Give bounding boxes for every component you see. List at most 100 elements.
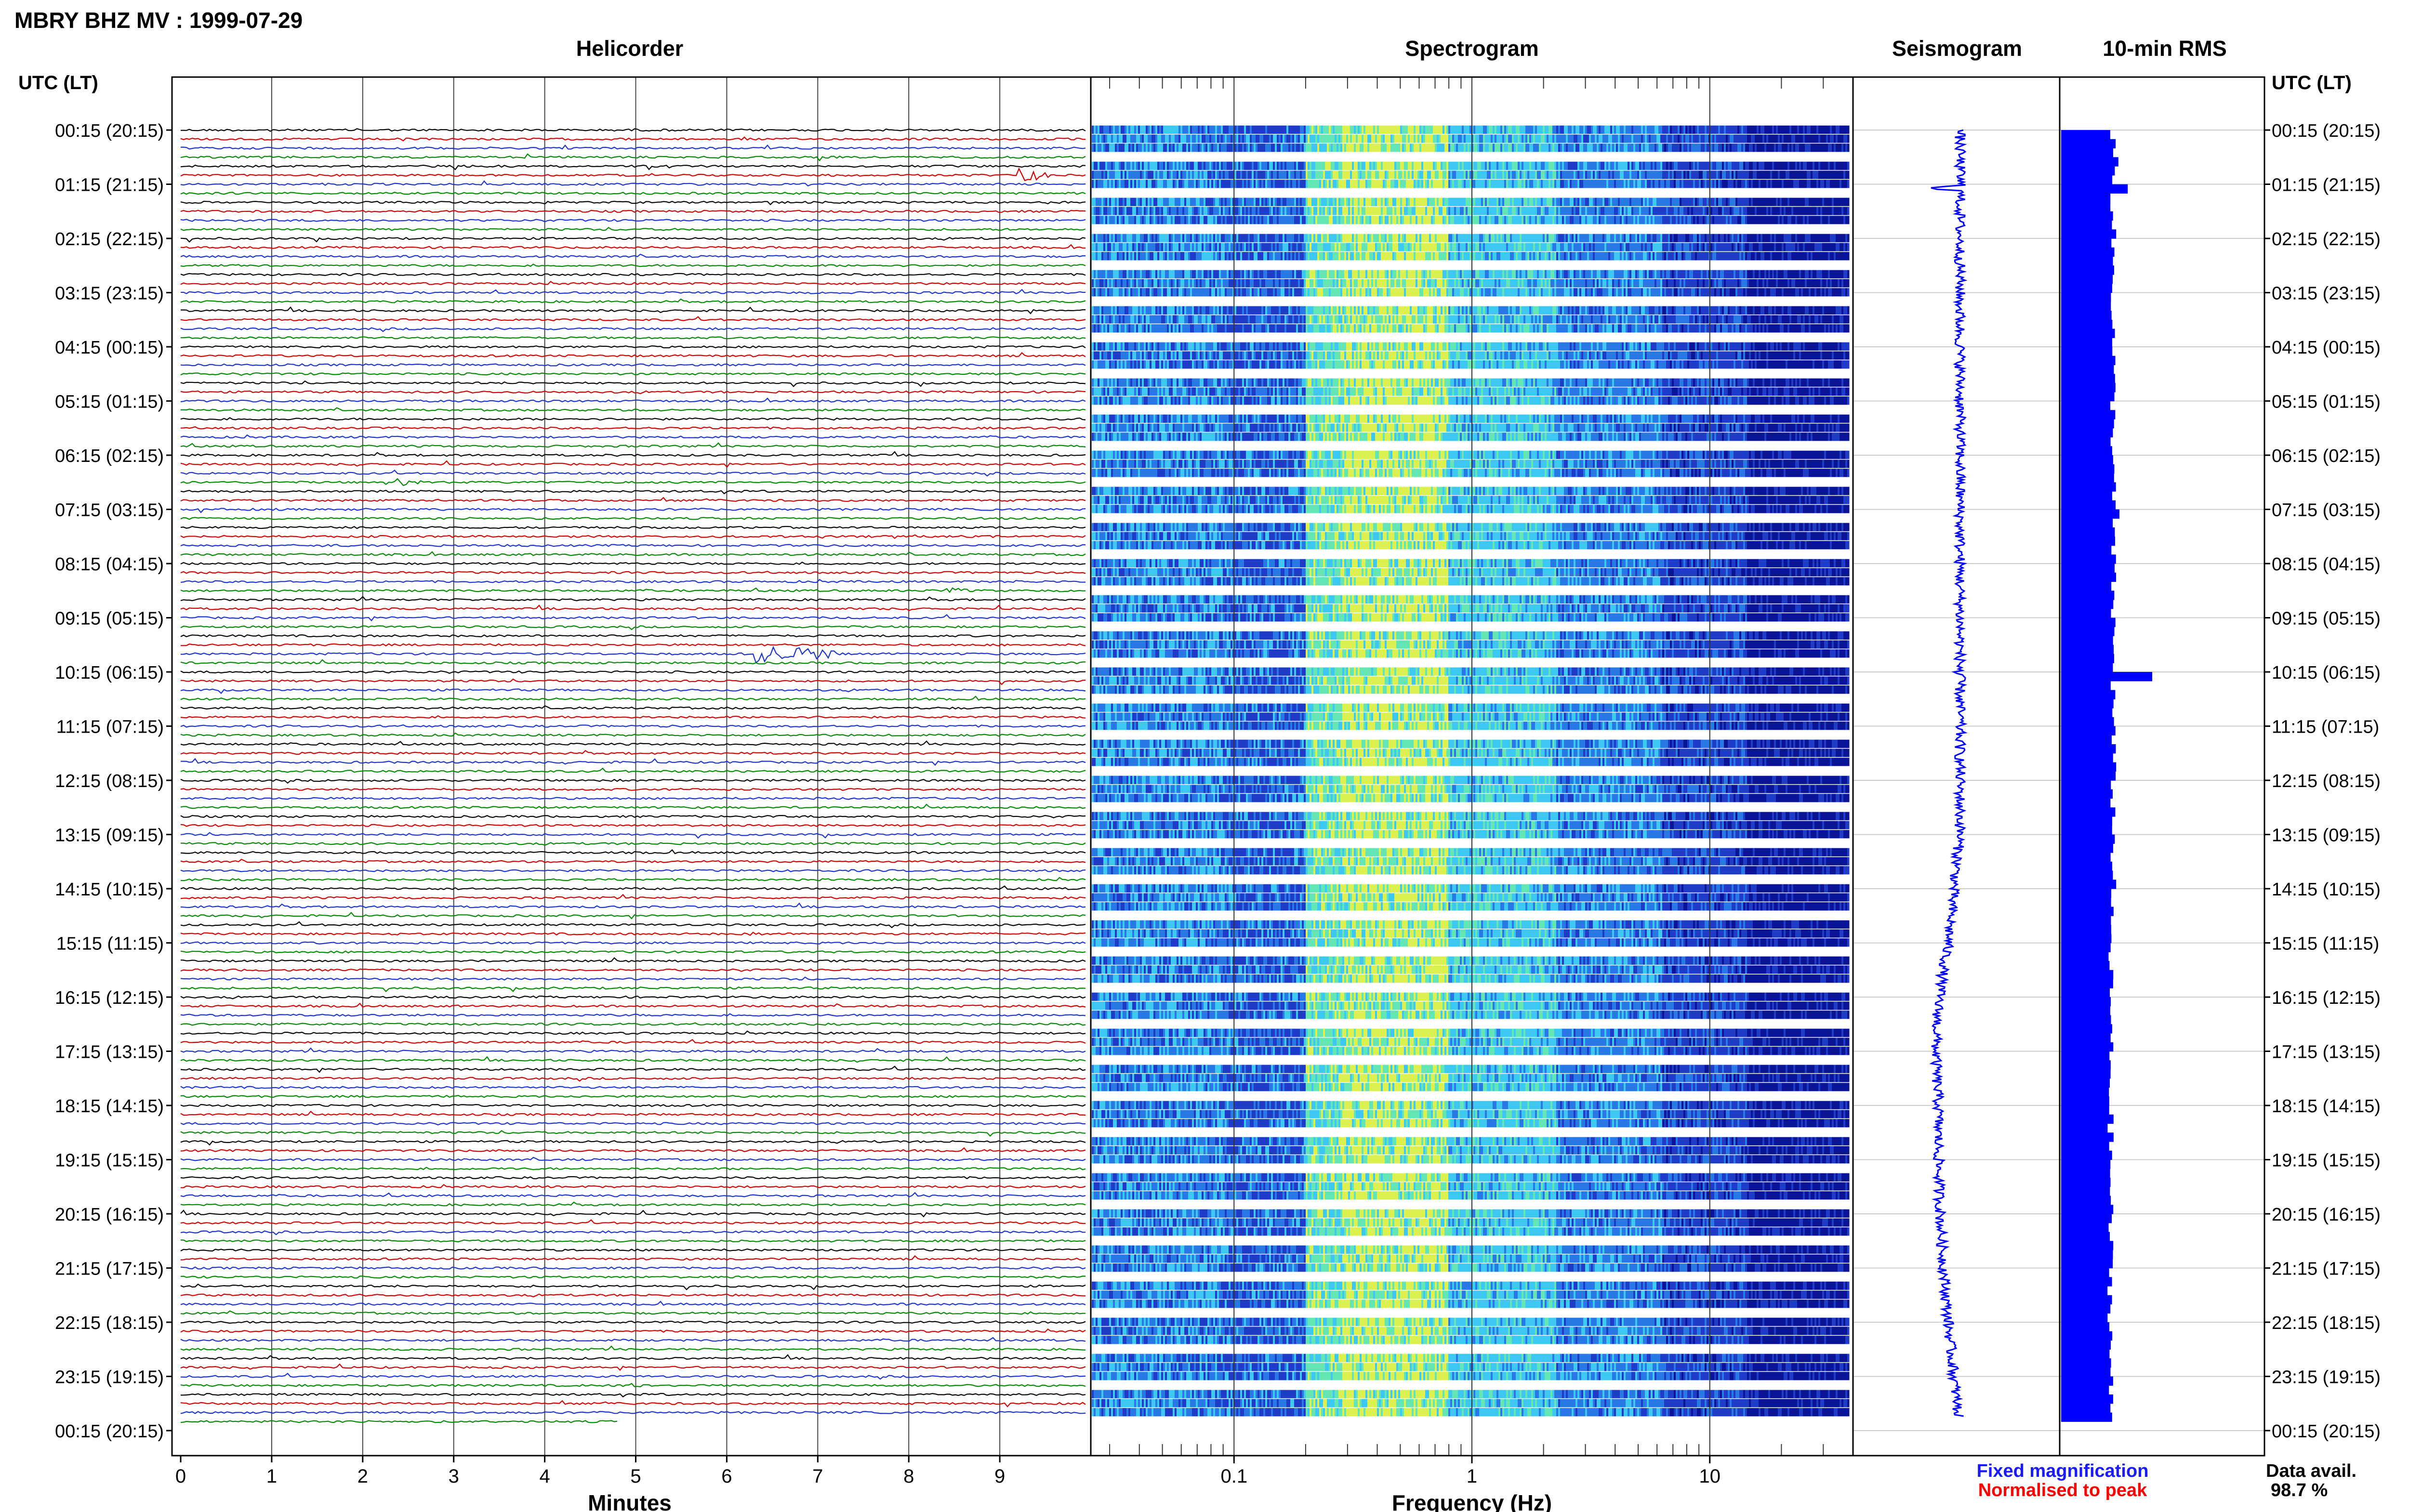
spectrogram-cell (1344, 234, 1347, 242)
spectrogram-cell (1292, 207, 1295, 215)
spectrogram-cell (1564, 171, 1566, 179)
helicorder-trace (181, 588, 1085, 592)
spectrogram-cell (1745, 207, 1747, 215)
spectrogram-cell (1256, 207, 1258, 215)
spectrogram-cell (1541, 171, 1543, 179)
spectrogram-cell (1556, 134, 1559, 143)
spectrogram-cell (1155, 144, 1158, 152)
spectrogram-cell (1367, 234, 1370, 242)
spectrogram-cell (1801, 134, 1803, 143)
spectrogram-cell (1656, 162, 1659, 170)
spectrogram-cell (1362, 216, 1364, 224)
spectrogram-cell (1204, 180, 1206, 188)
spectrogram-cell (1830, 207, 1832, 215)
spectrogram-cell (1653, 234, 1655, 242)
spectrogram-cell (1703, 198, 1705, 206)
spectrogram-cell (1662, 144, 1665, 152)
spectrogram-cell (1726, 234, 1728, 242)
spectrogram-cell (1236, 162, 1239, 170)
spectrogram-cell (1121, 162, 1123, 170)
spectrogram-cell (1221, 144, 1223, 152)
spectrogram-cell (1310, 198, 1312, 206)
spectrogram-cell (1223, 162, 1225, 170)
spectrogram-cell (1701, 134, 1703, 143)
spectrogram-cell (1574, 216, 1576, 224)
spectrogram-cell (1795, 171, 1798, 179)
spectrogram-cell (1645, 126, 1647, 134)
spectrogram-cell (1572, 162, 1574, 170)
spectrogram-cell (1209, 234, 1212, 242)
spectrogram-cell (1574, 180, 1576, 188)
spectrogram-cell (1325, 126, 1327, 134)
spectrogram-cell (1248, 171, 1250, 179)
spectrogram-cell (1635, 234, 1638, 242)
spectrogram-cell (1443, 171, 1445, 179)
spectrogram-cell (1126, 198, 1129, 206)
spectrogram-cell (1153, 162, 1156, 170)
helicorder-trace (181, 626, 1085, 630)
spectrogram-cell (1367, 198, 1370, 206)
spectrogram-cell (1784, 198, 1786, 206)
spectrogram-cell (1610, 216, 1613, 224)
spectrogram-cell (1142, 126, 1144, 134)
spectrogram-cell (1319, 126, 1322, 134)
spectrogram-cell (1489, 162, 1491, 170)
spectrogram-cell (1741, 162, 1744, 170)
spectrogram-cell (1741, 144, 1744, 152)
spectrogram-cell (1400, 207, 1403, 215)
spectrogram-cell (1670, 198, 1672, 206)
spectrogram-cell (1466, 126, 1468, 134)
spectrogram-cell (1165, 162, 1167, 170)
spectrogram-cell (1737, 134, 1740, 143)
spectrogram-cell (1575, 162, 1578, 170)
spectrogram-cell (1475, 144, 1478, 152)
spectrogram-cell (1710, 144, 1713, 152)
helicorder-trace (181, 1023, 1085, 1026)
spectrogram-cell (1171, 216, 1173, 224)
spectrogram-cell (1487, 180, 1489, 188)
spectrogram-cell (1304, 126, 1306, 134)
spectrogram-cell (1653, 216, 1655, 224)
spectrogram-cell (1529, 144, 1532, 152)
spectrogram-cell (1554, 180, 1557, 188)
spectrogram-cell (1803, 144, 1805, 152)
spectrogram-cell (1433, 234, 1435, 242)
spectrogram-cell (1390, 126, 1393, 134)
spectrogram-cell (1344, 134, 1347, 143)
spectrogram-cell (1406, 234, 1408, 242)
spectrogram-cell (1527, 162, 1530, 170)
spectrogram-cell (1766, 144, 1769, 152)
spectrogram-cell (1188, 180, 1191, 188)
spectrogram-cell (1163, 216, 1165, 224)
spectrogram-cell (1350, 144, 1352, 152)
spectrogram-cell (1333, 171, 1335, 179)
spectrogram-cell (1637, 234, 1640, 242)
spectrogram-cell (1234, 216, 1237, 224)
spectrogram-cell (1655, 144, 1657, 152)
spectrogram-cell (1369, 134, 1372, 143)
spectrogram-cell (1419, 180, 1422, 188)
spectrogram-cell (1098, 180, 1100, 188)
spectrogram-cell (1479, 126, 1482, 134)
spectrogram-cell (1331, 134, 1333, 143)
spectrogram-cell (1196, 171, 1198, 179)
spectrogram-cell (1745, 198, 1747, 206)
spectrogram-cell (1194, 216, 1196, 224)
spectrogram-cell (1672, 144, 1674, 152)
spectrogram-cell (1766, 134, 1769, 143)
spectrogram-cell (1583, 171, 1586, 179)
spectrogram-cell (1379, 171, 1381, 179)
spectrogram-cell (1689, 198, 1692, 206)
spectrogram-cell (1745, 162, 1747, 170)
spectrogram-cell (1697, 162, 1699, 170)
spectrogram-cell (1161, 207, 1164, 215)
spectrogram-cell (1419, 207, 1422, 215)
spectrogram-cell (1412, 126, 1414, 134)
spectrogram-cell (1680, 144, 1682, 152)
spectrogram-cell (1606, 198, 1609, 206)
spectrogram-cell (1290, 134, 1293, 143)
helicorder-trace (181, 859, 1085, 863)
helicorder-x-tick-label: 1 (266, 1466, 277, 1487)
spectrogram-cell (1755, 134, 1757, 143)
spectrogram-cell (1144, 180, 1146, 188)
